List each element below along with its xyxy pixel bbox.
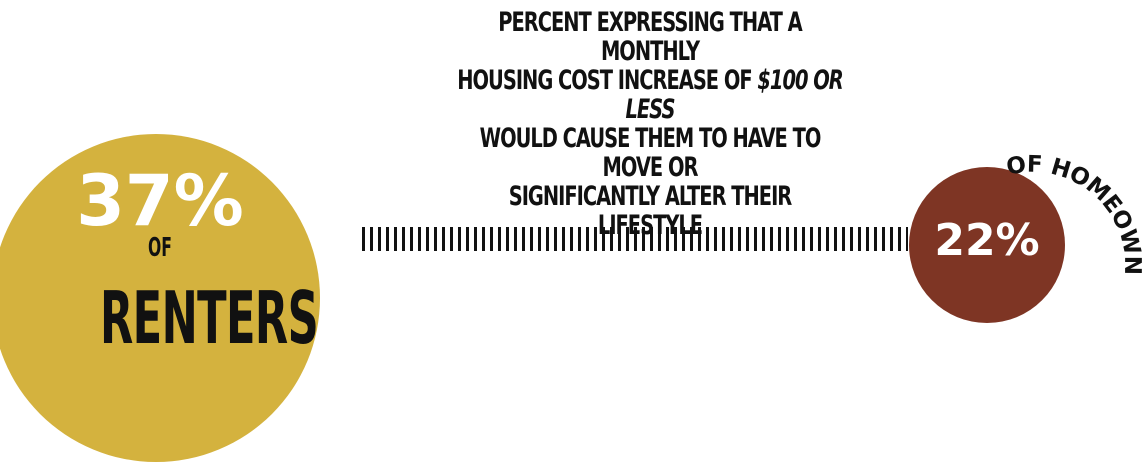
chart-title: PERCENT EXPRESSING THAT A MONTHLY HOUSIN… xyxy=(456,8,845,240)
title-line-1: PERCENT EXPRESSING THAT A MONTHLY xyxy=(498,7,802,67)
homeowners-value-label: 22% xyxy=(934,215,1040,266)
renters-bubble xyxy=(0,134,320,462)
title-line-2: HOUSING COST INCREASE OF $100 OR LESS xyxy=(456,66,845,124)
title-line-3: WOULD CAUSE THEM TO HAVE TO MOVE OR xyxy=(479,123,822,183)
homeowners-group-label: OF HOMEOWNERS xyxy=(0,0,1142,275)
renters-of-label: OF xyxy=(148,233,172,263)
title-line-2-emphasis: $100 OR LESS xyxy=(625,65,844,125)
homeowners-bubble xyxy=(909,167,1065,323)
title-line-2-prefix: HOUSING COST INCREASE OF xyxy=(457,65,758,96)
connector-dashes xyxy=(362,227,908,251)
title-line-4: SIGNIFICANTLY ALTER THEIR LIFESTYLE xyxy=(508,181,793,241)
renters-value-label: 37% xyxy=(76,160,244,242)
